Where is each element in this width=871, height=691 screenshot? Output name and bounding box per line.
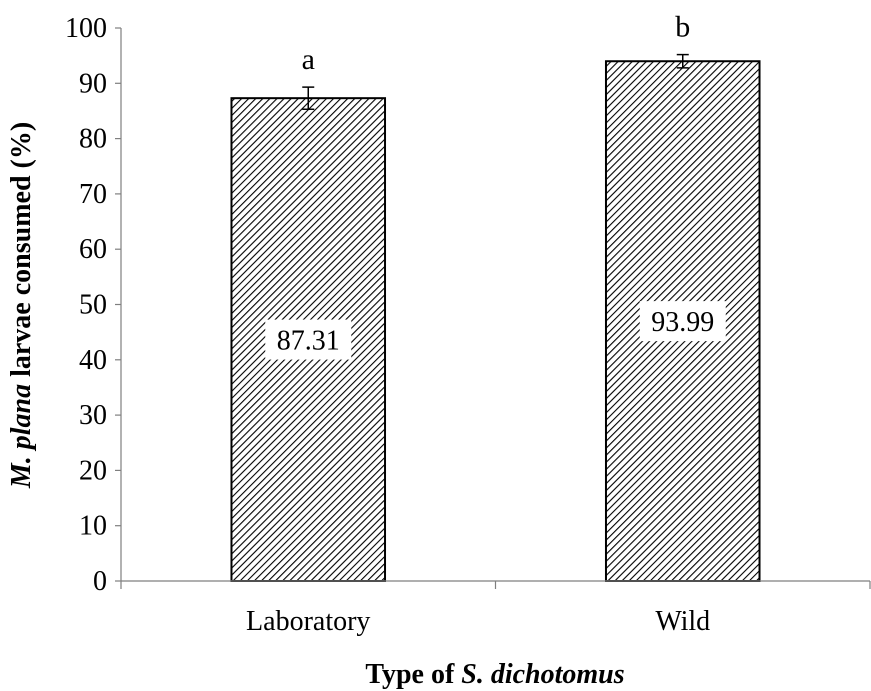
data-label-box (639, 301, 726, 342)
x-axis-title-prefix: Type of (365, 659, 461, 690)
y-tick-label: 30 (79, 400, 107, 431)
bars: a 87.31 b 93.99 (230, 11, 761, 583)
y-axis-title-italic: M. plana (6, 384, 37, 489)
y-tick-label: 60 (79, 234, 107, 265)
significance-letter: b (675, 11, 690, 44)
y-axis-title: M. plana larvae consumed (%) (6, 122, 37, 489)
y-tick-label: 20 (79, 455, 107, 486)
y-axis-ticks: 0 10 20 30 40 50 60 70 80 90 100 (65, 13, 121, 597)
data-label-box (265, 319, 352, 360)
x-tick-label: Wild (655, 606, 710, 637)
data-label: 93.99 (651, 307, 714, 338)
x-axis-title-italic: S. dichotomus (461, 659, 624, 690)
y-tick-label: 10 (79, 511, 107, 542)
y-tick-label: 80 (79, 124, 107, 155)
y-tick-label: 90 (79, 68, 107, 99)
y-tick-label: 50 (79, 290, 107, 321)
y-tick-label: 70 (79, 179, 107, 210)
y-tick-label: 100 (65, 13, 107, 44)
significance-letter: a (302, 43, 315, 76)
x-tick-label: Laboratory (246, 606, 370, 637)
y-tick-label: 40 (79, 345, 107, 376)
y-axis-title-rest: larvae consumed (%) (6, 122, 37, 384)
axes: Laboratory Wild (120, 28, 871, 637)
data-label: 87.31 (277, 326, 340, 357)
x-axis-title: Type of S. dichotomus (365, 659, 624, 690)
y-tick-label: 0 (93, 566, 107, 597)
